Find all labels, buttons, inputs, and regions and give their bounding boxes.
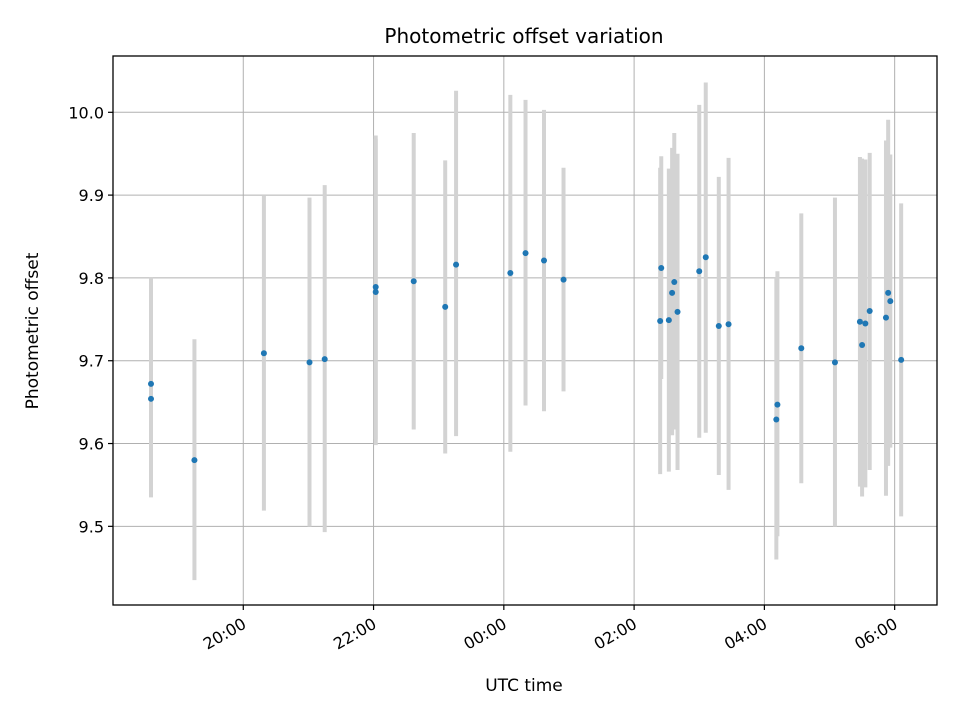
data-point [191, 457, 198, 464]
data-point [696, 268, 703, 275]
axis-ticks: 20:00 22:00 00:00 02:00 04:00 06:00 9.5 9.6 9.7 9… [68, 103, 900, 653]
data-point [773, 416, 780, 423]
y-tick-label: 9.6 [79, 435, 104, 454]
data-point [372, 284, 379, 291]
data-point [715, 322, 722, 329]
data-point [372, 288, 379, 295]
data-point [410, 278, 417, 285]
data-point [658, 264, 665, 271]
data-point [862, 320, 869, 327]
x-tick-label: 06:00 [851, 614, 900, 654]
data-point [882, 314, 889, 321]
x-axis-label: UTC time [485, 676, 563, 696]
data-point [147, 380, 154, 387]
data-point [560, 276, 567, 283]
x-tick-label: 20:00 [200, 614, 249, 654]
chart-title: Photometric offset variation [384, 24, 663, 48]
data-point [774, 401, 781, 408]
y-tick-label: 9.9 [79, 186, 104, 205]
data-point [898, 356, 905, 363]
x-tick-label: 00:00 [460, 614, 509, 654]
data-point [453, 261, 460, 268]
data-point [859, 341, 866, 348]
data-point [260, 350, 267, 357]
data-point [674, 308, 681, 315]
y-tick-label: 9.7 [79, 352, 104, 371]
data-point [507, 269, 514, 276]
data-point [657, 317, 664, 324]
data-point [831, 359, 838, 366]
x-tick-label: 22:00 [330, 614, 379, 654]
data-point [540, 257, 547, 264]
x-tick-label: 02:00 [591, 614, 640, 654]
data-point [671, 279, 678, 286]
data-point [866, 308, 873, 315]
data-point [856, 318, 863, 325]
data-point [306, 359, 313, 366]
x-tick-label: 04:00 [721, 614, 770, 654]
data-point [522, 250, 529, 257]
y-tick-label: 9.5 [79, 517, 104, 536]
data-point [147, 395, 154, 402]
y-tick-label: 9.8 [79, 269, 104, 288]
data-point [798, 345, 805, 352]
data-point [669, 289, 676, 296]
y-tick-label: 10.0 [68, 103, 104, 122]
plot-area-frame [112, 55, 938, 606]
error-bars [148, 82, 904, 581]
y-axis-label: Photometric offset [23, 252, 43, 409]
data-point [702, 254, 709, 261]
data-point [887, 298, 894, 305]
data-point [885, 289, 892, 296]
data-point [321, 356, 328, 363]
data-point [665, 317, 672, 324]
data-point [442, 303, 449, 310]
data-points [147, 250, 905, 464]
data-point [725, 321, 732, 328]
